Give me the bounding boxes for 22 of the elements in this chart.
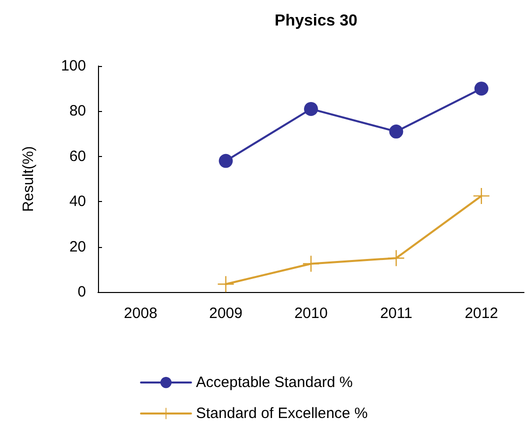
y-tick-label: 60 (69, 148, 86, 165)
y-tick-label: 100 (60, 58, 86, 74)
y-axis-title: Result(%) (20, 146, 37, 212)
point (303, 256, 319, 272)
y-tick-label: 20 (69, 238, 86, 256)
point (474, 82, 488, 96)
chart-title: Physics 30 (274, 12, 358, 30)
point (389, 124, 404, 139)
x-tick-label: 2010 (294, 305, 328, 322)
y-tick-label: 0 (78, 284, 86, 300)
x-tick-label: 2011 (380, 305, 412, 322)
x-tick-label: 2012 (464, 305, 498, 322)
legend-label: Acceptable Standard % (196, 374, 353, 391)
y-tick-label: 80 (69, 102, 86, 120)
point (218, 154, 233, 168)
point (304, 102, 318, 116)
legend-label: Standard of Excellence % (196, 405, 368, 422)
y-tick-label: 40 (69, 193, 86, 210)
point (388, 250, 404, 266)
x-tick-label: 2009 (209, 305, 242, 322)
point (218, 276, 234, 292)
x-tick-label: 2008 (124, 305, 158, 322)
